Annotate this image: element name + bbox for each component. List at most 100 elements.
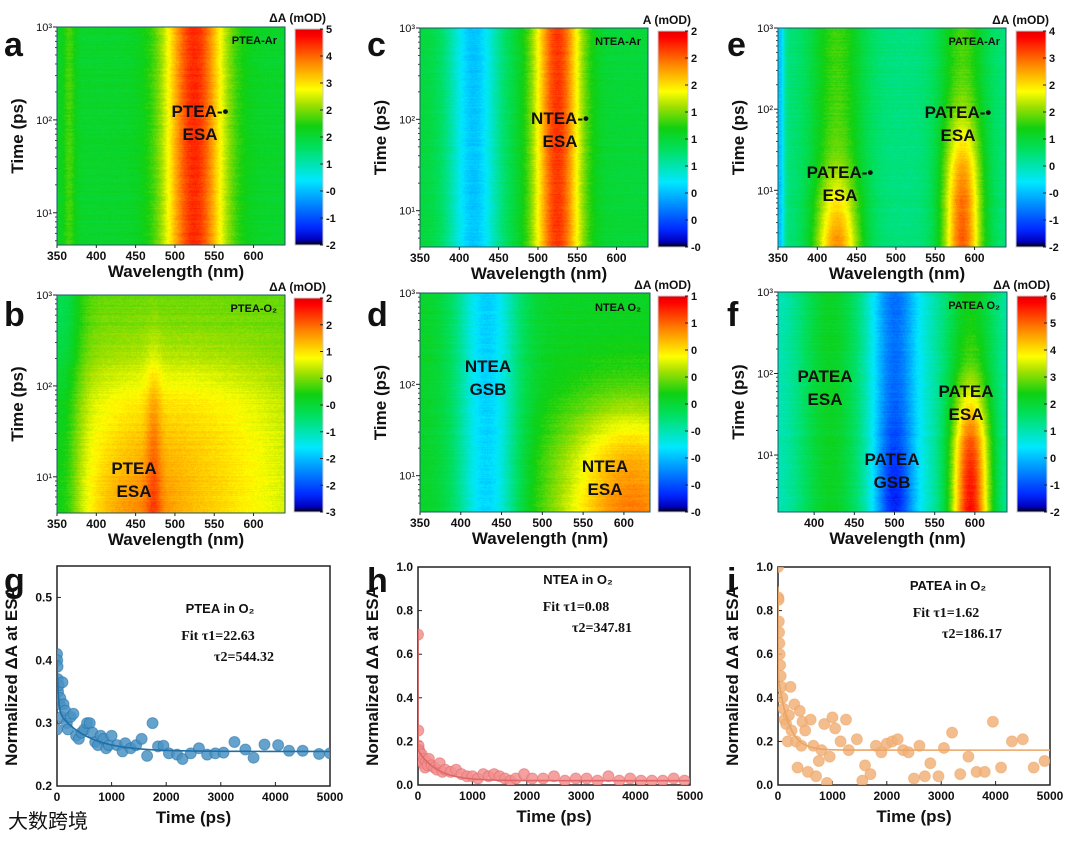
data-point [978, 765, 991, 778]
colorbar [1015, 30, 1047, 248]
y-axis-title: Time (ps) [371, 365, 390, 440]
x-tick-label: 0 [775, 789, 782, 803]
x-tick-label: 400 [807, 251, 827, 265]
data-point [954, 768, 967, 781]
y-tick-label: 10² [399, 114, 415, 126]
y-tick-label: 10³ [36, 22, 52, 34]
colorbar [294, 28, 324, 246]
heatmap-e [778, 28, 1006, 247]
x-tick-label: 400 [86, 249, 106, 263]
y-axis-title: Time (ps) [8, 98, 27, 173]
legend-label: NTEA in O₂ [543, 572, 613, 587]
x-tick-label: 5000 [1037, 789, 1064, 803]
data-point [962, 750, 975, 763]
data-point [778, 670, 787, 682]
x-tick-label: 350 [47, 517, 67, 531]
x-tick-label: 350 [47, 249, 67, 263]
colorbar-title: ΔA (mOD) [634, 278, 691, 292]
colorbar-tick-label: 2 [1049, 80, 1055, 92]
x-tick-label: 500 [532, 516, 552, 530]
panel-letter-h: h [367, 562, 388, 600]
data-point [324, 747, 330, 760]
data-point [1016, 733, 1029, 746]
x-tick-label: 1000 [98, 790, 125, 804]
x-tick-label: 450 [489, 251, 509, 265]
data-point [864, 768, 877, 781]
data-point [247, 751, 260, 764]
sample-label: PATEA-Ar [948, 36, 1000, 48]
y-tick-label: 10³ [399, 288, 415, 300]
colorbar-tick-label: 2 [326, 320, 332, 332]
y-tick-label: 0.6 [756, 647, 773, 661]
y-tick-label: 10² [757, 104, 773, 116]
data-point [228, 736, 241, 748]
data-point [239, 743, 252, 756]
x-tick-label: 3000 [207, 790, 234, 804]
fit-tau1-label: Fit τ1=0.08 [543, 600, 610, 615]
y-tick-label: 0.2 [756, 734, 773, 748]
colorbar-tick-label: 2 [1049, 107, 1055, 119]
data-point [57, 723, 63, 736]
y-tick-label: 10³ [399, 23, 415, 35]
y-tick-label: 0.8 [396, 604, 413, 618]
panel-letter-g: g [4, 562, 25, 600]
panel-letter-f: f [727, 296, 739, 334]
colorbar-tick-label: 1 [691, 318, 697, 330]
heatmap-a [57, 27, 285, 245]
y-axis-title: Normalized ΔA at ESA [363, 586, 382, 766]
y-tick-label: 10² [36, 381, 52, 393]
data-points [778, 567, 1050, 785]
y-tick-label: 0.4 [756, 691, 773, 705]
legend-label: PTEA in O₂ [186, 601, 255, 616]
colorbar-title: ΔA (mOD) [993, 278, 1050, 292]
y-tick-label: 0.8 [756, 604, 773, 618]
data-point [946, 726, 959, 739]
colorbar-tick-label: -0 [326, 400, 336, 412]
plot-frame [419, 292, 651, 513]
x-tick-label: 350 [410, 251, 430, 265]
y-tick-label: 0.0 [756, 778, 773, 792]
data-point [141, 749, 154, 762]
colorbar-tick-label: -2 [326, 480, 336, 492]
panel-letter-e: e [727, 26, 746, 64]
x-tick-label: 5000 [317, 790, 344, 804]
colorbar-tick-label: -3 [326, 507, 336, 519]
fit-curve [418, 630, 690, 782]
x-tick-label: 450 [126, 517, 146, 531]
x-tick-label: 400 [86, 517, 106, 531]
data-point [778, 567, 784, 573]
x-tick-label: 350 [768, 251, 788, 265]
x-tick-label: 550 [925, 516, 945, 530]
colorbar-tick-label: 2 [1050, 399, 1056, 411]
data-point [823, 750, 836, 763]
data-point [667, 772, 680, 785]
data-point [1038, 755, 1050, 768]
y-tick-label: 10¹ [757, 450, 773, 462]
y-tick-label: 0.0 [396, 778, 413, 792]
x-tick-label: 450 [844, 516, 864, 530]
watermark: 大数跨境 [8, 810, 88, 833]
x-tick-label: 500 [528, 251, 548, 265]
plot-frame [56, 294, 286, 514]
y-tick-label: 10² [36, 115, 52, 127]
data-point [908, 772, 920, 785]
data-point [791, 761, 804, 774]
sample-label: PTEA-Ar [232, 35, 278, 47]
colorbar-tick-label: -2 [326, 240, 336, 252]
colorbar-tick-label: 2 [326, 105, 332, 117]
y-tick-label: 0.5 [35, 590, 52, 604]
legend-label: PATEA in O₂ [910, 578, 987, 593]
data-point [902, 746, 915, 759]
panel-letter-a: a [4, 26, 24, 64]
data-point [624, 772, 637, 785]
annotation-type: ESA [949, 405, 984, 424]
colorbar-tick-label: 0 [691, 372, 697, 384]
y-axis-title: Time (ps) [729, 364, 748, 439]
data-point [1027, 761, 1040, 774]
data-point [793, 704, 806, 717]
x-axis-title: Wavelength (nm) [829, 529, 965, 548]
annotation-species: PATEA [938, 382, 993, 401]
y-tick-label: 0.2 [35, 779, 52, 793]
annotation-species: PTEA [111, 459, 156, 478]
